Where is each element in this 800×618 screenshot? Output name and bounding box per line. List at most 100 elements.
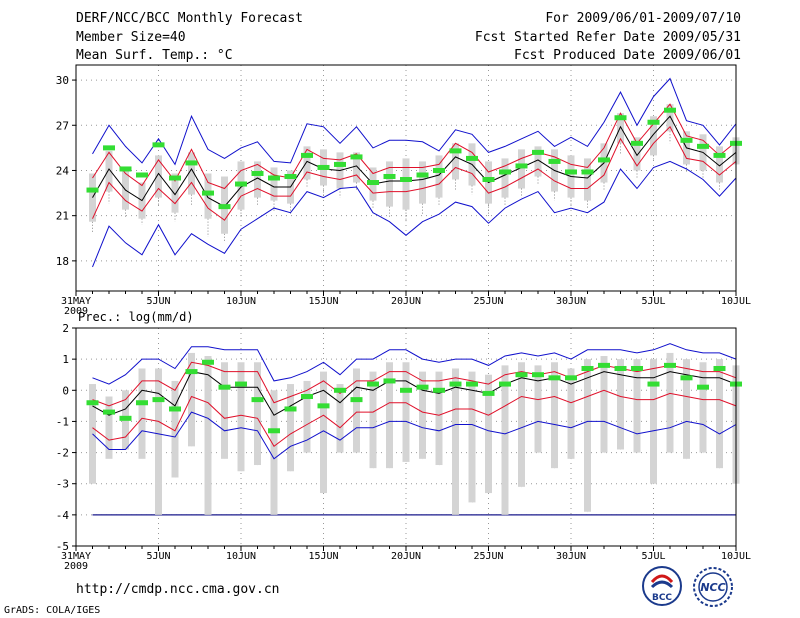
- bcc-logo: BCC: [642, 566, 682, 606]
- temperature-obs-marker: [482, 177, 495, 183]
- bcc-logo-arc-blue: [650, 580, 674, 589]
- temperature-obs-marker: [136, 172, 148, 178]
- temperature-xtick-label: 15JUN: [308, 296, 338, 307]
- temperature-obs-marker: [119, 166, 132, 172]
- precipitation-obs-marker: [647, 381, 660, 387]
- precipitation-ytick-label: -1: [56, 415, 69, 428]
- precipitation-obs-marker: [301, 394, 313, 400]
- temperature-obs-marker: [268, 175, 280, 181]
- temperature-obs-marker: [466, 155, 478, 161]
- temperature-obs-marker: [367, 180, 379, 186]
- precipitation-ytick-label: 2: [62, 322, 69, 335]
- temperature-obs-marker: [400, 177, 412, 183]
- precipitation-obs-marker: [433, 387, 445, 393]
- precipitation-obs-marker: [268, 428, 280, 434]
- temperature-obs-marker: [614, 115, 627, 121]
- precipitation-obs-marker: [548, 375, 561, 381]
- grads-credit: GrADS: COLA/IGES: [4, 605, 101, 616]
- temperature-box: [617, 113, 624, 144]
- temperature-obs-marker: [235, 181, 247, 187]
- precipitation-obs-marker: [631, 365, 643, 371]
- precipitation-ens-max-line: [92, 343, 737, 385]
- temperature-obs-marker: [449, 148, 462, 154]
- temperature-obs-marker: [334, 161, 346, 167]
- ncc-logo: NCC: [693, 567, 733, 607]
- temperature-obs-marker: [433, 167, 445, 173]
- precipitation-box: [485, 374, 492, 494]
- precipitation-ens-mean-line: [92, 371, 737, 416]
- precipitation-box: [716, 359, 723, 469]
- temperature-box: [534, 146, 542, 177]
- bcc-logo-arc-red: [650, 574, 674, 584]
- temperature-xtick-label: 5JUN: [146, 296, 170, 307]
- precipitation-obs-marker: [235, 381, 247, 387]
- temperature-box: [435, 155, 443, 198]
- temperature-xtick-label: 31MAY: [61, 296, 91, 307]
- temperature-obs-marker: [301, 152, 313, 158]
- precipitation-ytick-label: -4: [56, 509, 70, 522]
- temperature-obs-marker: [664, 107, 676, 113]
- temperature-obs-marker: [103, 145, 115, 151]
- precipitation-box: [221, 362, 228, 459]
- precipitation-ytick-label: -3: [56, 478, 69, 491]
- precipitation-obs-marker: [515, 372, 528, 378]
- bcc-logo-ring: [642, 566, 682, 606]
- precipitation-xtick-label: 10JUN: [226, 551, 256, 562]
- precipitation-obs-marker: [251, 397, 264, 403]
- precipitation-obs-marker: [202, 359, 214, 365]
- precipitation-box: [452, 368, 459, 515]
- precipitation-obs-marker: [416, 384, 429, 390]
- temperature-box: [633, 137, 641, 171]
- temperature-ens-min-line: [92, 160, 737, 268]
- precipitation-obs-marker: [317, 403, 330, 409]
- temperature-obs-marker: [581, 169, 594, 175]
- precipitation-xtick-label: 30JUN: [556, 551, 586, 562]
- temperature-obs-marker: [647, 119, 660, 125]
- precipitation-obs-marker: [169, 406, 181, 412]
- precipitation-ytick-label: 0: [62, 384, 69, 397]
- temperature-obs-marker: [202, 190, 214, 196]
- precipitation-obs-marker: [334, 387, 346, 393]
- temperature-spread-high-line: [92, 103, 737, 190]
- temperature-box: [204, 173, 212, 219]
- temperature-box: [386, 161, 393, 207]
- temperature-spread-low-line: [92, 125, 737, 221]
- precipitation-obs-marker: [713, 365, 726, 371]
- temperature-ytick-label: 30: [56, 74, 69, 87]
- temperature-box: [270, 167, 278, 201]
- temperature-ytick-label: 18: [56, 255, 69, 268]
- temperature-box: [666, 104, 674, 132]
- precipitation-box: [303, 380, 311, 453]
- member-size-label: Member Size=40: [76, 30, 186, 45]
- temperature-xtick-label: 25JUN: [473, 296, 503, 307]
- precipitation-box: [419, 371, 426, 459]
- temperature-obs-marker: [218, 204, 231, 210]
- temperature-obs-marker: [515, 163, 528, 169]
- temperature-xtick-label: 5JUL: [641, 296, 665, 307]
- temperature-obs-marker: [169, 175, 181, 181]
- temperature-obs-marker: [565, 169, 577, 175]
- temperature-ens-mean-line: [92, 115, 737, 208]
- temperature-obs-marker: [598, 157, 610, 163]
- precipitation-obs-marker: [350, 397, 363, 403]
- precipitation-ens-min-line: [92, 411, 737, 460]
- temperature-xtick-label: 10JUN: [226, 296, 256, 307]
- bcc-logo-text: BCC: [652, 593, 672, 603]
- precipitation-box: [188, 352, 195, 447]
- temperature-obs-marker: [416, 172, 429, 178]
- precipitation-obs-marker: [367, 381, 379, 387]
- precipitation-xtick-year: 2009: [64, 561, 88, 572]
- temperature-xtick-label: 30JUN: [556, 296, 586, 307]
- chart-title: DERF/NCC/BCC Monthly Forecast: [76, 11, 303, 26]
- precipitation-obs-marker: [664, 362, 676, 368]
- precipitation-obs-marker: [482, 390, 495, 396]
- precipitation-box: [204, 356, 212, 515]
- temperature-ens-max-line: [92, 77, 737, 166]
- temperature-box: [419, 161, 426, 204]
- precipitation-xtick-label: 5JUL: [641, 551, 665, 562]
- source-url[interactable]: http://cmdp.ncc.cma.gov.cn: [76, 582, 280, 597]
- precipitation-obs-marker: [466, 381, 478, 387]
- ncc-logo-text: NCC: [700, 581, 725, 594]
- precipitation-obs-marker: [284, 406, 297, 412]
- temperature-box: [155, 155, 162, 198]
